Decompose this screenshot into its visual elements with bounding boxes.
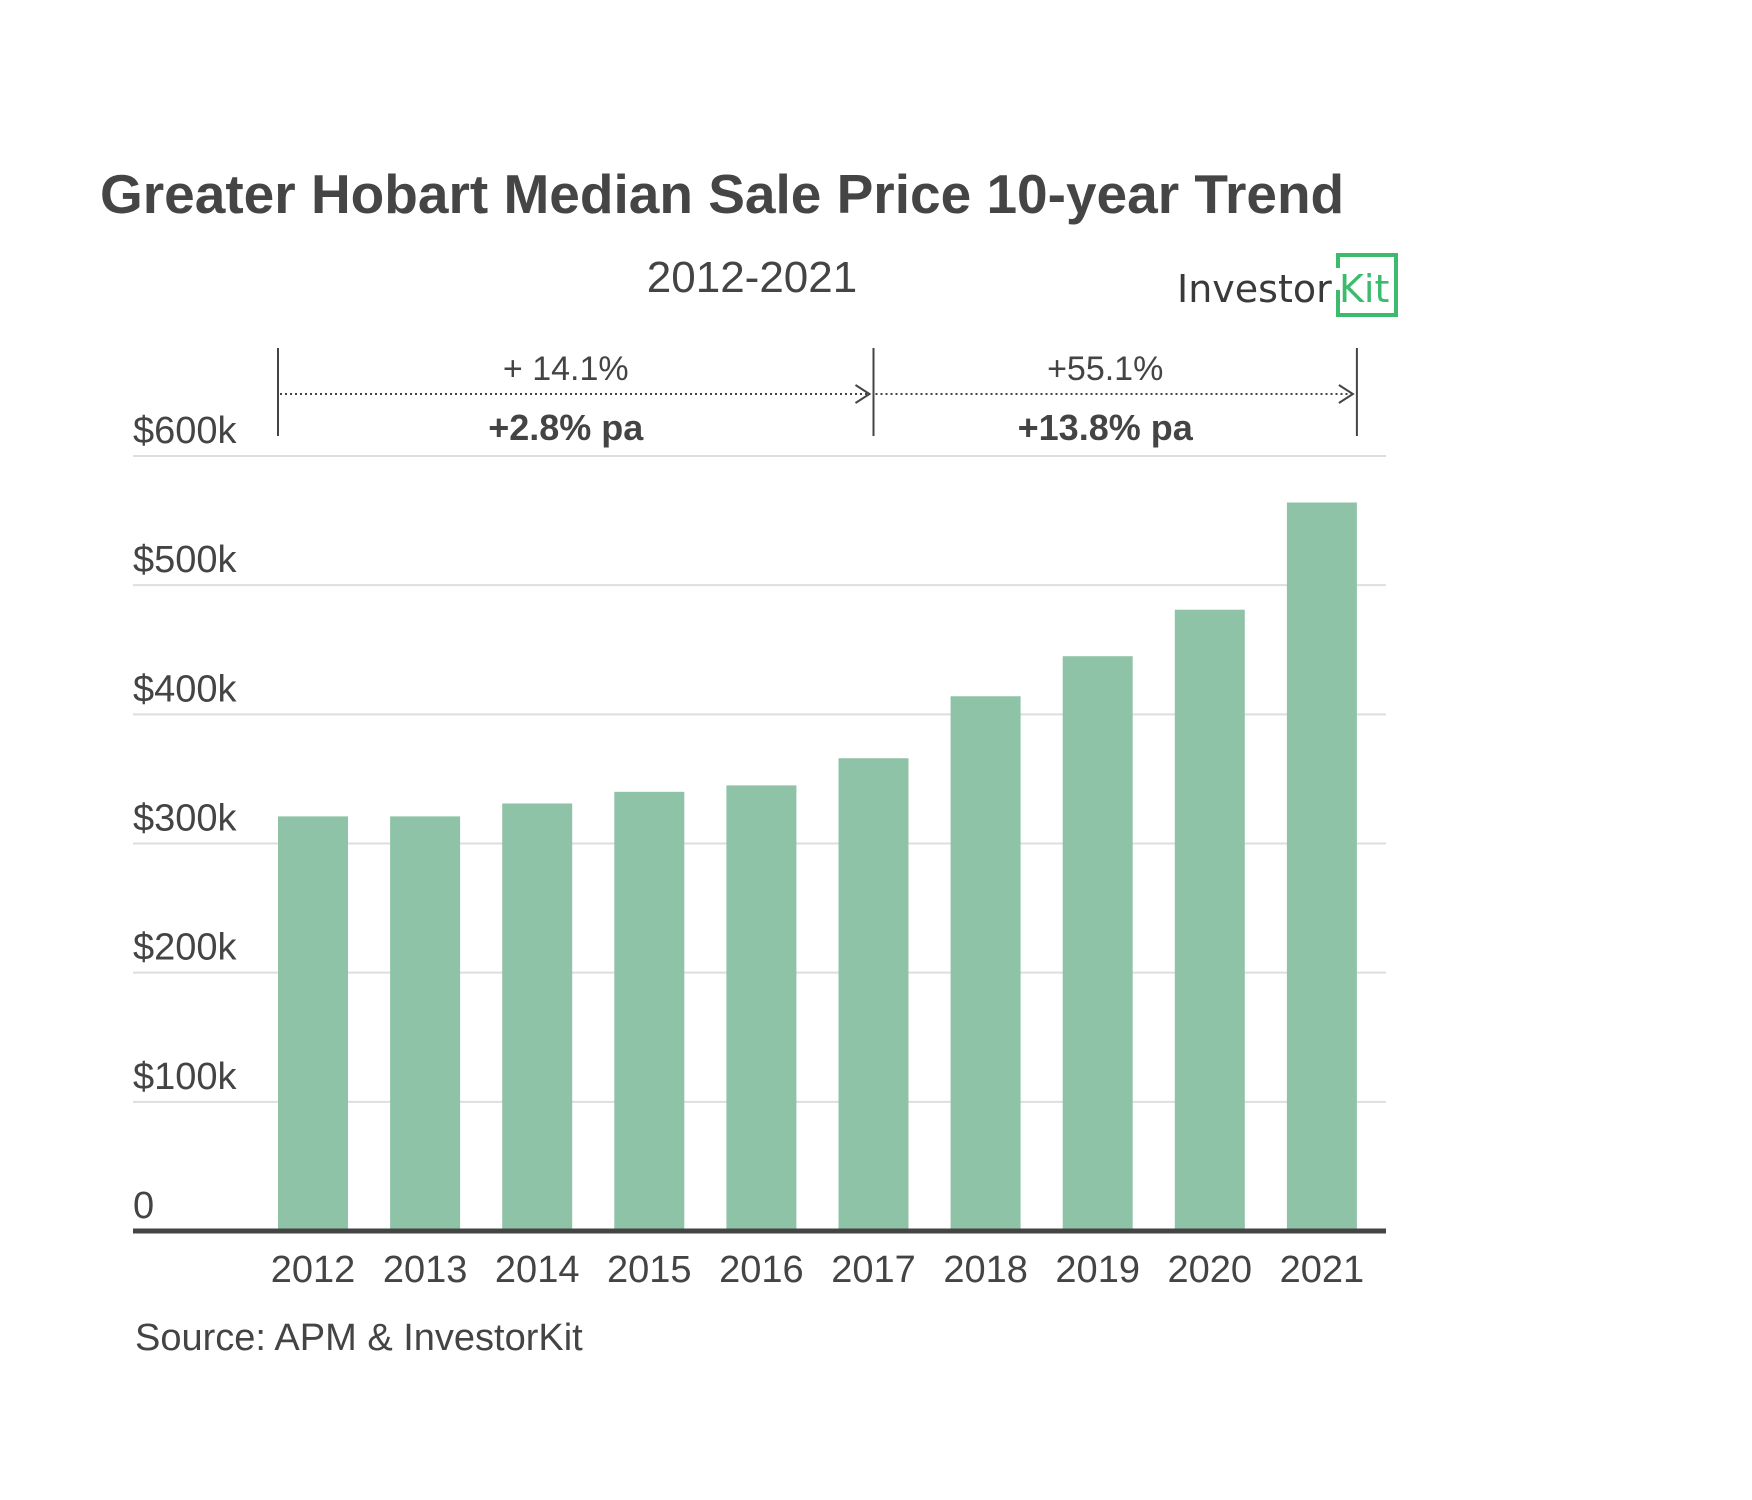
x-tick-label: 2012 xyxy=(271,1249,356,1291)
y-tick-label: 0 xyxy=(133,1185,154,1227)
bar-2012 xyxy=(278,816,348,1231)
x-tick-label: 2019 xyxy=(1055,1249,1140,1291)
growth-per-annum: +2.8% pa xyxy=(488,407,644,448)
bar-2020 xyxy=(1174,609,1245,1231)
bar-2014 xyxy=(502,803,573,1231)
bars xyxy=(278,502,1357,1231)
growth-total: + 14.1% xyxy=(503,350,629,388)
x-tick-label: 2021 xyxy=(1280,1249,1365,1291)
bar-2016 xyxy=(726,785,797,1231)
x-tick-label: 2014 xyxy=(495,1249,580,1291)
logo-box-gap xyxy=(1334,268,1344,290)
x-tick-label: 2016 xyxy=(719,1249,804,1291)
growth-total: +55.1% xyxy=(1047,350,1163,388)
x-tick-label: 2020 xyxy=(1168,1249,1253,1291)
y-tick-label: $400k xyxy=(133,668,238,710)
bar-2015 xyxy=(614,791,685,1231)
y-tick-label: $100k xyxy=(133,1056,238,1098)
y-tick-label: $200k xyxy=(133,927,238,969)
x-axis-ticks: 2012 2013 2014 2015 2016 2017 2018 2019 2020 2021 xyxy=(271,1249,1364,1291)
x-tick-label: 2013 xyxy=(383,1249,468,1291)
growth-annotations: + 14.1% +2.8% pa +55.1% +13.8% pa xyxy=(277,348,1358,448)
bar-2017 xyxy=(838,758,909,1231)
investorkit-logo: Investor Kit xyxy=(1177,253,1398,317)
growth-per-annum: +13.8% pa xyxy=(1018,407,1194,448)
bar-2018 xyxy=(950,696,1021,1231)
x-tick-label: 2017 xyxy=(831,1249,916,1291)
y-tick-label: $500k xyxy=(133,539,238,581)
y-axis-ticks: 0 $100k $200k $300k $400k $500k $600k xyxy=(133,410,238,1227)
y-tick-label: $300k xyxy=(133,798,238,840)
bar-2013 xyxy=(390,816,461,1231)
arrow-head xyxy=(1338,384,1355,404)
bar-2021 xyxy=(1286,502,1357,1231)
bar-2019 xyxy=(1062,656,1133,1231)
x-tick-label: 2018 xyxy=(943,1249,1028,1291)
chart-title: Greater Hobart Median Sale Price 10-year… xyxy=(100,163,1344,225)
x-tick-label: 2015 xyxy=(607,1249,692,1291)
arrow-head xyxy=(854,384,872,404)
source-note: Source: APM & InvestorKit xyxy=(135,1317,583,1359)
logo-wordmark: Investor xyxy=(1177,267,1332,311)
logo-kit-text: Kit xyxy=(1339,267,1389,311)
chart-subtitle: 2012-2021 xyxy=(647,253,857,302)
y-tick-label: $600k xyxy=(133,410,238,452)
